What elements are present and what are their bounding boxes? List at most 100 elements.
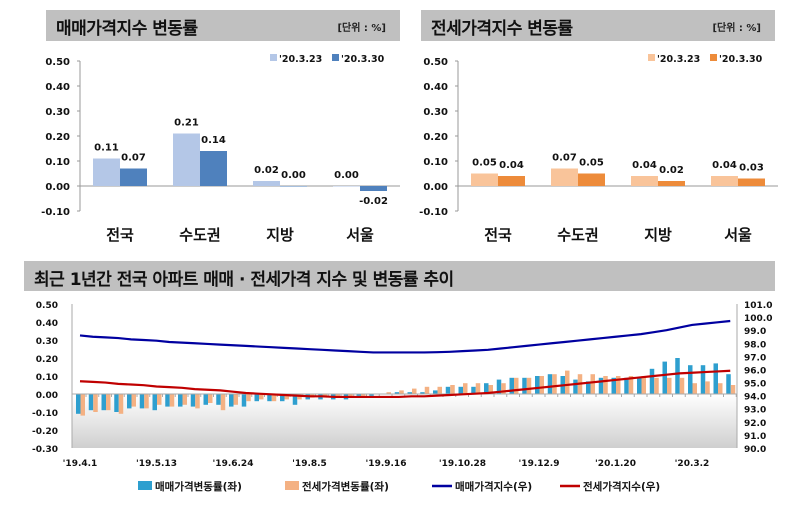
- sales-rate-bar: [573, 379, 578, 394]
- sales-rate-bar: [484, 383, 489, 394]
- sales-rate-bar: [713, 363, 718, 394]
- trend-legend-label: 매매가격변동률(좌): [155, 480, 242, 493]
- sales-rate-bar: [649, 368, 655, 394]
- sales-rate-bar: [509, 377, 514, 394]
- jeonse-rate-bar: [208, 394, 213, 403]
- trend-right-tick-label: 96.0: [744, 366, 766, 376]
- jeonse-rate-bar: [424, 386, 430, 394]
- jeonse-panel-unit: [단위 : %]: [712, 23, 761, 34]
- sales-chart-y-tick-label: -0.10: [41, 207, 70, 218]
- jeonse-rate-bar: [412, 388, 417, 394]
- jeonse-rate-bar: [718, 383, 723, 394]
- sales-rate-bar: [700, 365, 706, 394]
- sales-chart-category-label: 전국: [106, 226, 134, 244]
- sales-chart-y-tick-label: 0.00: [45, 182, 70, 193]
- sales-rate-bar: [292, 394, 298, 405]
- jeonse-rate-bar: [335, 394, 340, 398]
- sales-rate-bar: [165, 394, 170, 407]
- trend-right-tick-label: 95.0: [744, 380, 766, 390]
- sales-index-line: [79, 319, 731, 354]
- sales-rate-bar: [280, 394, 285, 402]
- jeonse-panel-header: 전세가격지수 변동률 [단위 : %]: [421, 10, 775, 41]
- trend-legend-label: 전세가격변동률(좌): [302, 480, 389, 493]
- trend-right-tick-label: 91.0: [744, 432, 766, 442]
- jeonse-chart-data-label: 0.07: [552, 153, 577, 164]
- sales-chart-data-label: 0.07: [121, 153, 146, 164]
- jeonse-chart-bar: [658, 181, 685, 186]
- sales-rate-bar: [203, 394, 208, 405]
- trend-left-tick-label: 0.40: [36, 319, 58, 329]
- sales-chart-bar: [333, 186, 360, 187]
- jeonse-rate-bar: [271, 394, 277, 402]
- sales-chart-y-tick-label: 0.10: [45, 157, 70, 168]
- trend-left-tick-label: 0.10: [36, 373, 58, 383]
- sales-chart-bar: [173, 133, 200, 186]
- jeonse-chart-category-label: 지방: [644, 226, 672, 244]
- jeonse-chart-y-tick-label: 0.00: [423, 182, 448, 193]
- sales-rate-bar: [369, 394, 374, 396]
- jeonse-rate-bar: [450, 385, 455, 394]
- sales-rate-bar: [433, 390, 438, 394]
- trend-right-tick-label: 97.0: [744, 353, 766, 363]
- sales-chart-legend-label: '20.3.30: [341, 54, 385, 65]
- jeonse-chart-data-label: 0.04: [712, 160, 737, 171]
- jeonse-rate-bar: [667, 377, 672, 394]
- trend-x-tick-label: '20.1.20: [595, 459, 636, 469]
- jeonse-rate-bar: [157, 394, 162, 405]
- sales-rate-bar: [522, 377, 527, 394]
- sales-rate-bar: [624, 377, 629, 394]
- jeonse-chart-data-label: 0.04: [632, 160, 657, 171]
- trend-right-tick-label: 94.0: [744, 393, 766, 403]
- sales-rate-bar: [216, 394, 221, 405]
- trend-legend-label: 매매가격지수(우): [455, 480, 532, 493]
- sales-panel-unit: [단위 : %]: [337, 23, 386, 34]
- sales-rate-bar: [586, 381, 591, 394]
- jeonse-chart-legend-label: '20.3.30: [719, 54, 763, 65]
- jeonse-chart-legend-label: '20.3.23: [657, 54, 700, 65]
- sales-chart-category-label: 수도권: [179, 226, 220, 244]
- trend-x-tick-label: '20.3.2: [675, 459, 710, 469]
- jeonse-chart-category-label: 수도권: [557, 226, 598, 244]
- jeonse-chart-category-label: 서울: [724, 226, 752, 244]
- jeonse-chart-bar: [551, 168, 578, 186]
- sales-rate-bar: [535, 376, 540, 394]
- sales-rate-bar: [445, 386, 451, 394]
- sales-rate-bar: [190, 394, 196, 407]
- jeonse-chart-y-tick-label: 0.50: [423, 57, 448, 68]
- jeonse-rate-bar: [475, 383, 481, 394]
- sales-rate-bar: [152, 394, 157, 411]
- jeonse-rate-bar: [628, 376, 634, 394]
- sales-rate-bar: [88, 394, 94, 411]
- jeonse-rate-bar: [93, 394, 98, 412]
- jeonse-rate-bar: [259, 394, 264, 400]
- jeonse-rate-bar: [539, 376, 544, 394]
- jeonse-rate-bar: [246, 394, 251, 402]
- sales-rate-bar: [675, 358, 680, 394]
- sales-rate-bar: [267, 394, 272, 402]
- trend-panel-header: 최근 1년간 전국 아파트 매매 · 전세가격 지수 및 변동률 추이: [24, 261, 775, 291]
- sales-chart-data-label: 0.00: [281, 170, 306, 181]
- jeonse-rate-bar: [488, 385, 493, 394]
- sales-rate-bar: [139, 394, 145, 409]
- sales-chart-bar: [253, 181, 280, 186]
- sales-chart-bar: [93, 158, 120, 186]
- sales-chart-bar: [120, 168, 147, 186]
- jeonse-rate-bar: [361, 394, 366, 396]
- jeonse-rate-bar: [730, 385, 736, 394]
- jeonse-chart-y-tick-label: 0.30: [423, 107, 448, 118]
- sales-chart-category-label: 지방: [266, 226, 294, 244]
- jeonse-chart-y-tick-label: 0.40: [423, 82, 448, 93]
- sales-chart-data-label: 0.14: [201, 135, 226, 146]
- trend-left-tick-label: 0.20: [36, 355, 58, 365]
- sales-rate-bar: [688, 365, 693, 394]
- jeonse-rate-bar: [144, 394, 149, 409]
- trend-right-tick-label: 99.0: [744, 327, 766, 337]
- jeonse-rate-bar: [284, 394, 289, 400]
- sales-rate-bar: [662, 361, 667, 394]
- jeonse-rate-bar: [616, 376, 621, 394]
- sales-rate-bar: [76, 394, 81, 414]
- trend-x-tick-label: '19.9.16: [366, 459, 407, 469]
- sales-rate-bar: [127, 394, 132, 409]
- sales-chart-category-label: 서울: [346, 226, 374, 244]
